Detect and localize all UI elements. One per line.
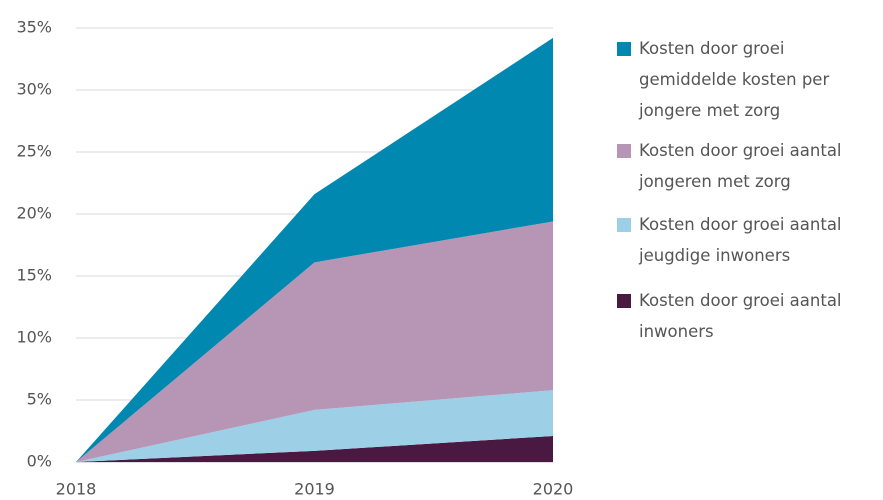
x-tick-label: 2020	[533, 480, 574, 499]
legend-swatch	[617, 294, 631, 308]
legend-swatch	[617, 218, 631, 232]
legend-label: Kosten door groei aantal inwoners	[639, 291, 842, 341]
y-tick-label: 30%	[16, 80, 52, 99]
x-tick-label: 2019	[294, 480, 335, 499]
y-tick-label: 10%	[16, 328, 52, 347]
y-tick-label: 20%	[16, 204, 52, 223]
area	[76, 37, 553, 463]
y-tick-label: 0%	[27, 452, 52, 471]
legend-item: Kosten door groei aantal jeugdige inwone…	[617, 209, 879, 271]
legend-swatch	[617, 42, 631, 56]
legend: Kosten door groei gemiddelde kosten per …	[617, 33, 879, 347]
y-tick-label: 35%	[16, 18, 52, 37]
y-tick-label: 25%	[16, 142, 52, 161]
x-tick-label: 2018	[56, 480, 97, 499]
legend-label: Kosten door groei aantal jongeren met zo…	[639, 141, 842, 191]
y-tick-label: 5%	[27, 390, 52, 409]
legend-label: Kosten door groei gemiddelde kosten per …	[639, 39, 830, 120]
area	[76, 435, 553, 462]
legend-swatch	[617, 144, 631, 158]
legend-item: Kosten door groei gemiddelde kosten per …	[617, 33, 879, 126]
area	[76, 390, 553, 462]
legend-label: Kosten door groei aantal jeugdige inwone…	[639, 215, 842, 265]
legend-item: Kosten door groei aantal jongeren met zo…	[617, 135, 879, 197]
y-tick-label: 15%	[16, 266, 52, 285]
legend-item: Kosten door groei aantal inwoners	[617, 285, 879, 347]
area	[76, 221, 553, 462]
